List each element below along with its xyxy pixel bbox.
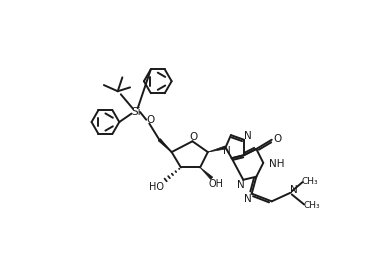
Text: NH: NH <box>269 159 284 169</box>
Text: O: O <box>190 133 198 143</box>
Text: CH₃: CH₃ <box>302 177 319 186</box>
Text: N: N <box>244 131 252 141</box>
Text: Si: Si <box>131 107 141 117</box>
Polygon shape <box>158 139 172 152</box>
Text: CH₃: CH₃ <box>303 201 320 210</box>
Text: O: O <box>146 115 154 125</box>
Text: N: N <box>223 146 231 156</box>
Text: N: N <box>290 185 298 195</box>
Polygon shape <box>200 167 213 179</box>
Text: N: N <box>237 180 245 190</box>
Text: HO: HO <box>149 182 164 192</box>
Polygon shape <box>208 146 226 152</box>
Text: OH: OH <box>208 179 223 189</box>
Text: N: N <box>244 194 252 204</box>
Text: O: O <box>273 134 281 144</box>
